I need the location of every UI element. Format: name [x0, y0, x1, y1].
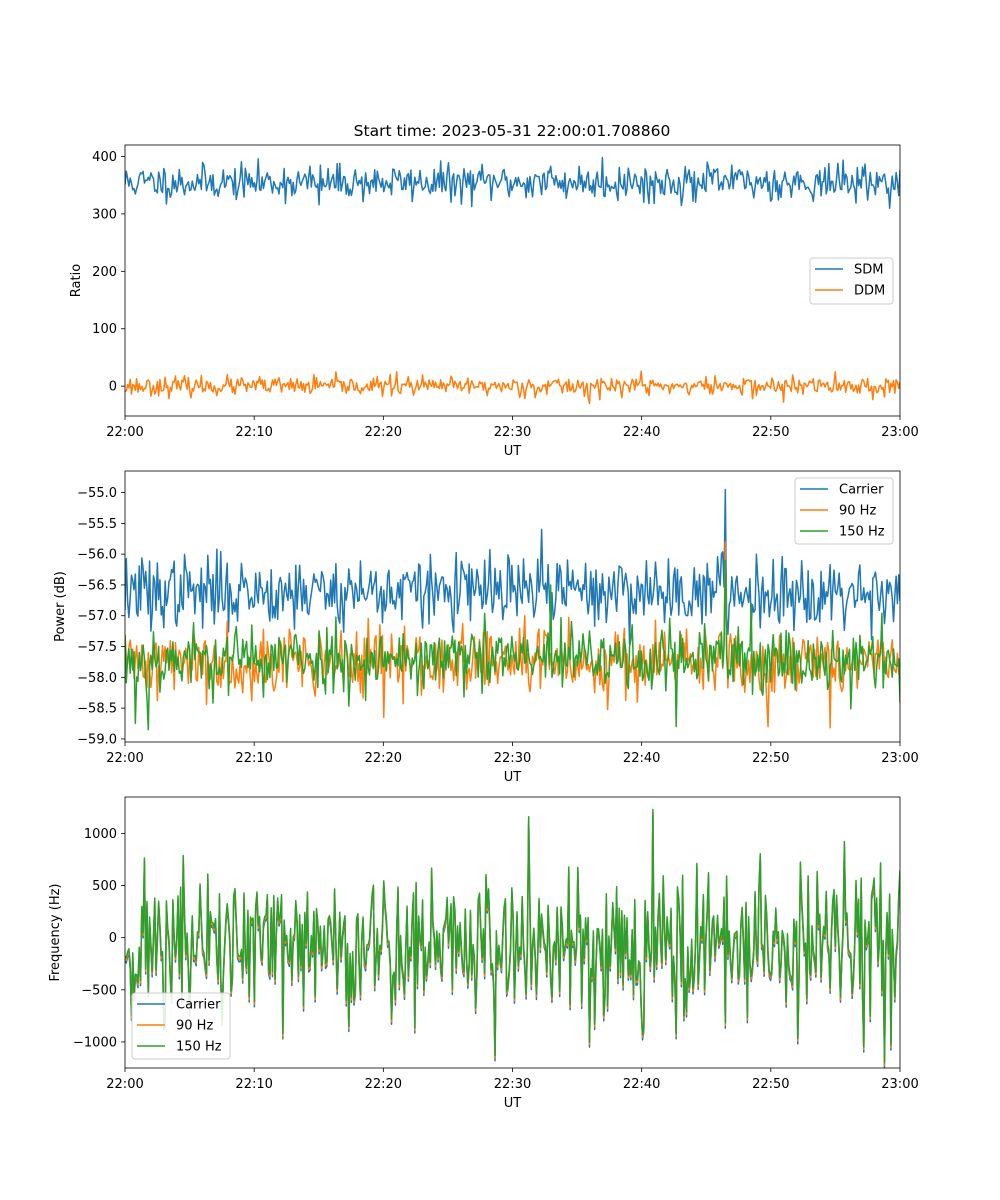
legend-label: Carrier: [839, 483, 884, 498]
y-tick-label: −55.5: [77, 517, 117, 532]
y-tick-label: −500: [81, 983, 117, 998]
x-tick-label: 22:50: [752, 1077, 789, 1092]
x-tick-label: 22:10: [235, 425, 272, 440]
y-tick-label: −55.0: [77, 486, 117, 501]
y-tick-label: −59.0: [77, 732, 117, 747]
legend: SDM DDM: [809, 257, 894, 305]
y-tick-label: −57.0: [77, 609, 117, 624]
y-tick-label: −1000: [73, 1035, 117, 1050]
y-tick-label: 1000: [84, 827, 117, 842]
series-line-sdm: [125, 156, 900, 209]
legend-label: 150 Hz: [839, 525, 885, 540]
x-tick-label: 22:10: [235, 751, 272, 766]
x-tick-label: 22:00: [106, 1077, 143, 1092]
y-axis-label: Frequency (Hz): [48, 883, 63, 981]
x-tick-label: 22:30: [494, 425, 531, 440]
y-tick-label: 0: [109, 931, 117, 946]
x-tick-label: 22:20: [365, 425, 402, 440]
x-tick-label: 22:30: [494, 1077, 531, 1092]
y-tick-label: 300: [92, 207, 117, 222]
series-line-carrier: [125, 488, 900, 646]
y-tick-label: −58.0: [77, 671, 117, 686]
x-tick-label: 22:50: [752, 425, 789, 440]
series-line-150-hz: [125, 808, 900, 1064]
legend-frame: [794, 477, 894, 545]
figure-title: Start time: 2023-05-31 22:00:01.708860: [354, 122, 671, 140]
x-axis-label: UT: [504, 444, 522, 459]
y-tick-label: 500: [92, 879, 117, 894]
series-group: [125, 488, 900, 731]
legend-label: Carrier: [176, 998, 221, 1013]
y-tick-label: 0: [109, 380, 117, 395]
legend-frame: [131, 992, 231, 1060]
y-tick-label: −56.5: [77, 578, 117, 593]
x-tick-label: 22:40: [623, 751, 660, 766]
subplot-1: 22:00 22:10 22:20 22:30 22:40 22:50 23:00 0 100 2…: [69, 144, 919, 459]
plots-container: 22:00 22:10 22:20 22:30 22:40 22:50 23:00 0 100 2…: [48, 144, 919, 1111]
x-tick-label: 23:00: [881, 425, 918, 440]
subplot-3: 22:00 22:10 22:20 22:30 22:40 22:50 23:00 −1000…: [48, 796, 919, 1111]
x-tick-label: 22:50: [752, 751, 789, 766]
y-axis-label: Ratio: [69, 264, 84, 297]
y-tick-label: 400: [92, 150, 117, 165]
legend-label: 90 Hz: [839, 504, 876, 519]
series-line-ddm: [125, 370, 900, 405]
series-group: [125, 808, 900, 1068]
x-tick-label: 22:40: [623, 425, 660, 440]
legend-label: 150 Hz: [176, 1040, 222, 1055]
y-tick-label: −56.0: [77, 548, 117, 563]
x-tick-label: 23:00: [881, 751, 918, 766]
legend-label: DDM: [854, 284, 885, 299]
y-tick-label: −58.5: [77, 702, 117, 717]
legend-label: 90 Hz: [176, 1019, 213, 1034]
series-group: [125, 156, 900, 405]
x-tick-label: 22:40: [623, 1077, 660, 1092]
y-tick-label: −57.5: [77, 640, 117, 655]
legend: Carrier 90 Hz 150 Hz: [131, 992, 231, 1060]
x-tick-label: 23:00: [881, 1077, 918, 1092]
y-axis-label: Power (dB): [53, 571, 68, 642]
x-tick-label: 22:20: [365, 1077, 402, 1092]
x-tick-label: 22:30: [494, 751, 531, 766]
legend: Carrier 90 Hz 150 Hz: [794, 477, 894, 545]
x-tick-label: 22:20: [365, 751, 402, 766]
x-axis-label: UT: [504, 770, 522, 785]
x-tick-label: 22:10: [235, 1077, 272, 1092]
x-axis-label: UT: [504, 1096, 522, 1111]
y-tick-label: 100: [92, 322, 117, 337]
y-tick-label: 200: [92, 265, 117, 280]
x-tick-label: 22:00: [106, 751, 143, 766]
x-tick-label: 22:00: [106, 425, 143, 440]
series-line-150-hz: [125, 559, 900, 731]
subplot-2: 22:00 22:10 22:20 22:30 22:40 22:50 23:00 −59.0…: [53, 470, 919, 785]
legend-label: SDM: [854, 263, 883, 278]
